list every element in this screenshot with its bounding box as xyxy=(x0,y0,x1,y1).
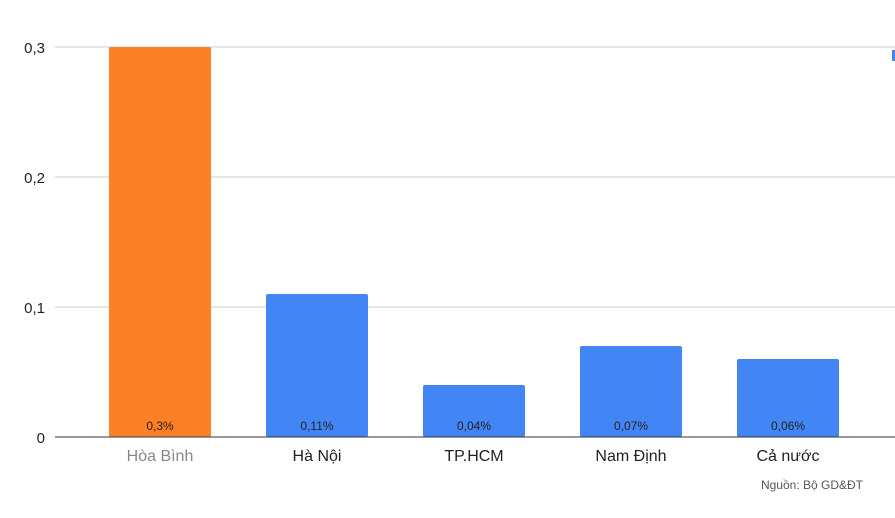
legend-marker-fragment xyxy=(892,50,895,61)
x-tick-label: TP.HCM xyxy=(444,448,503,465)
bar xyxy=(109,47,211,437)
bar xyxy=(737,359,839,437)
x-tick-label: Hòa Bình xyxy=(127,448,194,465)
source-note: Nguồn: Bộ GD&ĐT xyxy=(760,478,863,492)
data-label: 0,07% xyxy=(614,419,648,433)
bar xyxy=(423,385,525,437)
bar xyxy=(580,346,682,437)
data-label: 0,06% xyxy=(771,419,805,433)
bar xyxy=(266,294,368,437)
x-tick-label: Nam Định xyxy=(595,448,666,465)
y-tick-label: 0 xyxy=(37,430,45,447)
y-tick-label: 0,3 xyxy=(24,40,45,57)
y-tick-label: 0,1 xyxy=(24,300,45,317)
data-label: 0,3% xyxy=(146,419,174,433)
data-label: 0,04% xyxy=(457,419,491,433)
data-label: 0,11% xyxy=(300,419,333,433)
y-tick-label: 0,2 xyxy=(24,170,45,187)
x-tick-label: Hà Nội xyxy=(293,448,342,465)
x-tick-label: Cả nước xyxy=(757,448,820,465)
